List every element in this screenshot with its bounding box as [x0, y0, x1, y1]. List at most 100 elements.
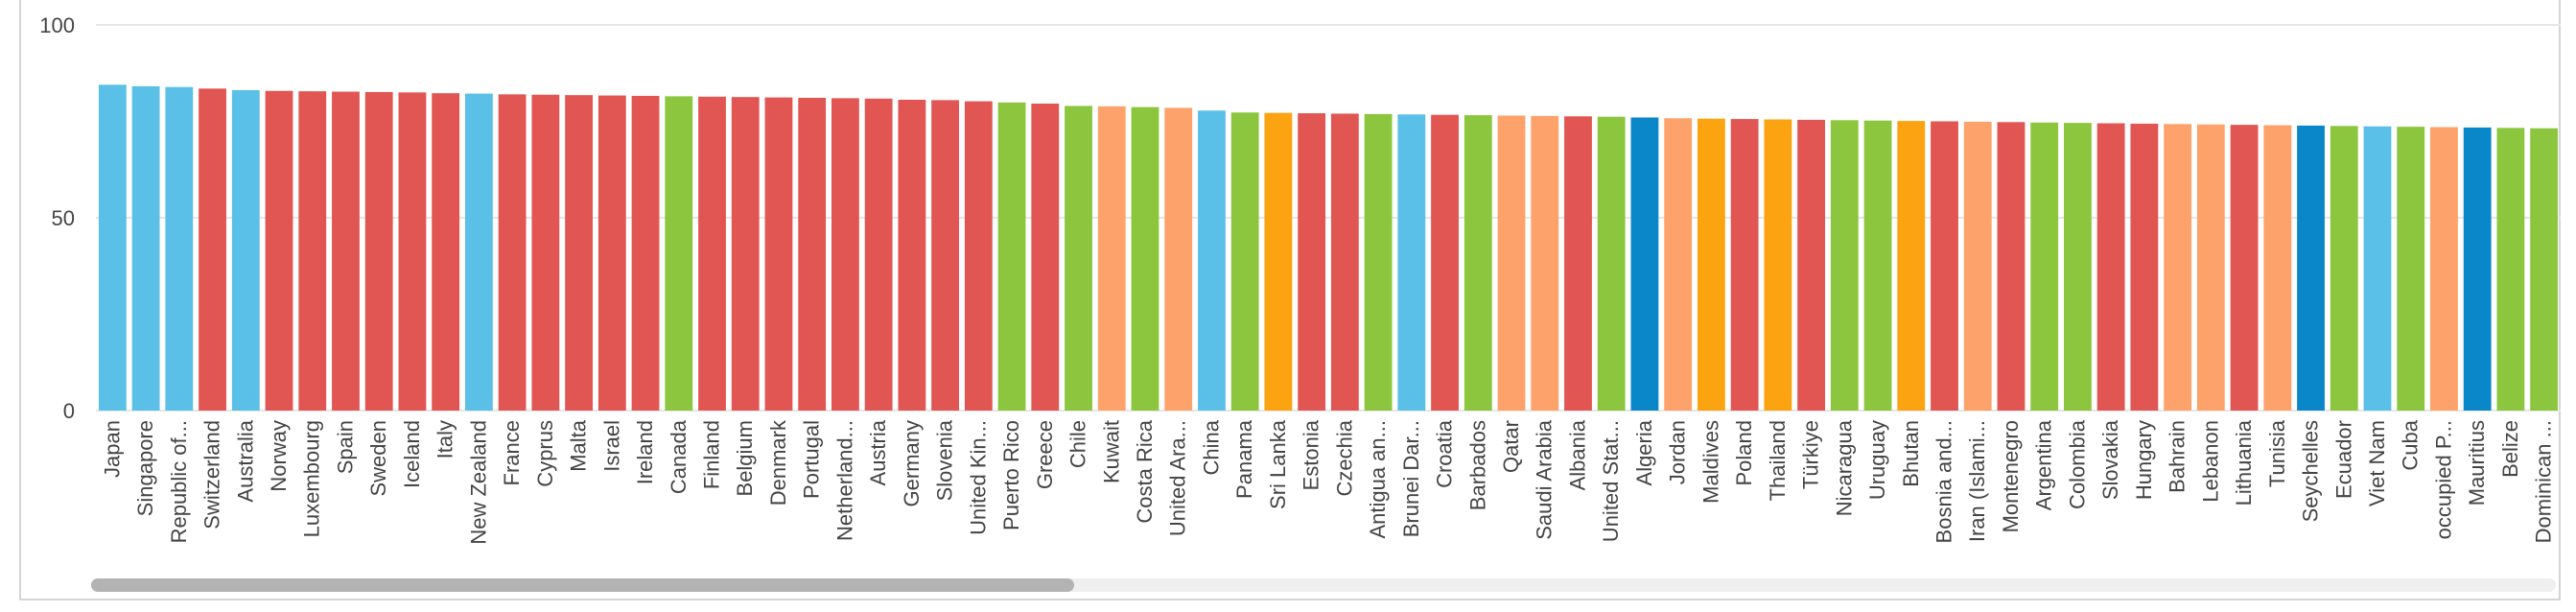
bar	[1764, 119, 1792, 412]
bar	[1564, 116, 1592, 412]
horizontal-scrollbar-thumb[interactable]	[91, 578, 1074, 592]
bar	[2130, 123, 2159, 412]
x-tick-label: Antigua an...	[1366, 420, 1390, 539]
x-tick-label: Viet Nam	[2365, 420, 2389, 506]
x-tick-label: Panama	[1232, 419, 1256, 499]
x-tick-label: France	[500, 420, 524, 485]
x-tick-label: Uruguay	[1865, 420, 1889, 500]
x-tick-label: Norway	[267, 420, 291, 492]
x-tick-label: Cuba	[2399, 419, 2423, 470]
bar	[2363, 126, 2392, 411]
bar	[1531, 115, 1559, 411]
bar	[565, 95, 593, 411]
x-tick-label: Spain	[333, 420, 357, 474]
bar	[1497, 115, 1526, 411]
x-tick-label: Kuwait	[1099, 420, 1123, 483]
x-tick-label: Czechia	[1332, 419, 1356, 496]
bar	[831, 98, 859, 411]
x-tick-label: Malta	[567, 419, 591, 472]
bar	[398, 92, 427, 411]
bar	[1264, 112, 1293, 411]
x-tick-label: Belgium	[733, 420, 757, 496]
bar	[1164, 107, 1193, 412]
x-tick-label: Algeria	[1632, 419, 1656, 485]
bar	[1630, 117, 1659, 411]
bar	[631, 95, 660, 411]
x-tick-label: Cyprus	[533, 420, 557, 487]
bar	[798, 97, 827, 411]
x-tick-label: Ecuador	[2331, 420, 2355, 499]
bar	[1797, 119, 1825, 411]
x-tick-label: Sweden	[366, 420, 390, 497]
bar	[1097, 106, 1126, 412]
x-tick-label: Canada	[667, 419, 691, 494]
bar	[1897, 121, 1926, 412]
x-tick-label: Switzerland	[200, 420, 224, 530]
bar	[898, 99, 926, 411]
bar	[1997, 122, 2026, 411]
x-tick-label: Germany	[900, 420, 924, 506]
bar	[1697, 118, 1725, 411]
bar	[1863, 120, 1892, 412]
bar	[2330, 126, 2358, 411]
bar	[1131, 106, 1159, 411]
bar	[231, 89, 260, 412]
bar	[498, 94, 527, 412]
x-tick-label: China	[1199, 419, 1223, 475]
x-tick-label: Seychelles	[2299, 420, 2323, 522]
x-tick-label: Ireland	[633, 420, 657, 484]
x-tick-label: Saudi Arabia	[1533, 419, 1557, 540]
bar	[997, 102, 1026, 411]
x-tick-label: United Stat...	[1599, 420, 1623, 542]
y-tick-label: 50	[52, 206, 75, 230]
bar	[964, 101, 993, 411]
x-tick-label: Tunisia	[2265, 419, 2289, 487]
x-tick-label: Dominican ...	[2532, 420, 2556, 543]
bar	[931, 100, 960, 411]
bar	[199, 88, 226, 411]
bar	[131, 85, 160, 411]
x-tick-label: Maldives	[1698, 420, 1722, 504]
bar	[2397, 127, 2425, 412]
x-tick-label: Bahrain	[2166, 420, 2190, 493]
bar	[1730, 119, 1759, 411]
x-tick-label: Belize	[2498, 420, 2522, 478]
x-tick-label: Greece	[1033, 420, 1057, 489]
bar	[2096, 123, 2125, 411]
x-tick-label: Jordan	[1666, 420, 1690, 484]
bar	[2196, 124, 2225, 411]
x-tick-label: Luxembourg	[300, 420, 324, 537]
x-tick-label: Slovenia	[933, 419, 957, 501]
bar	[98, 84, 127, 411]
bar	[731, 97, 760, 411]
x-tick-label: Portugal	[800, 420, 824, 499]
x-tick-label: Hungary	[2132, 420, 2156, 500]
bar	[298, 91, 327, 412]
bar	[2030, 122, 2059, 412]
x-tick-label: Argentina	[2032, 419, 2056, 510]
bar	[1931, 121, 1958, 411]
bar	[1431, 114, 1459, 411]
x-tick-label: Montenegro	[1999, 420, 2023, 532]
x-tick-label: Slovakia	[2098, 419, 2122, 500]
bar	[265, 90, 293, 411]
bar	[2263, 125, 2292, 411]
bar	[2297, 125, 2325, 411]
x-tick-label: Denmark	[766, 419, 790, 506]
bar	[2430, 127, 2458, 411]
bar	[464, 93, 493, 411]
bar	[165, 86, 194, 412]
x-tick-label: Italy	[433, 420, 457, 459]
x-tick-label: United Ara...	[1166, 420, 1190, 536]
bar	[1298, 113, 1326, 412]
bar	[1230, 112, 1259, 411]
x-tick-label: Nicaragua	[1832, 419, 1856, 516]
bar	[2064, 123, 2092, 411]
bar	[1464, 115, 1492, 412]
bar	[1065, 106, 1092, 412]
bar	[2463, 127, 2492, 411]
x-tick-label: Lithuania	[2232, 419, 2256, 506]
bar	[332, 91, 360, 412]
bar	[1397, 114, 1426, 411]
